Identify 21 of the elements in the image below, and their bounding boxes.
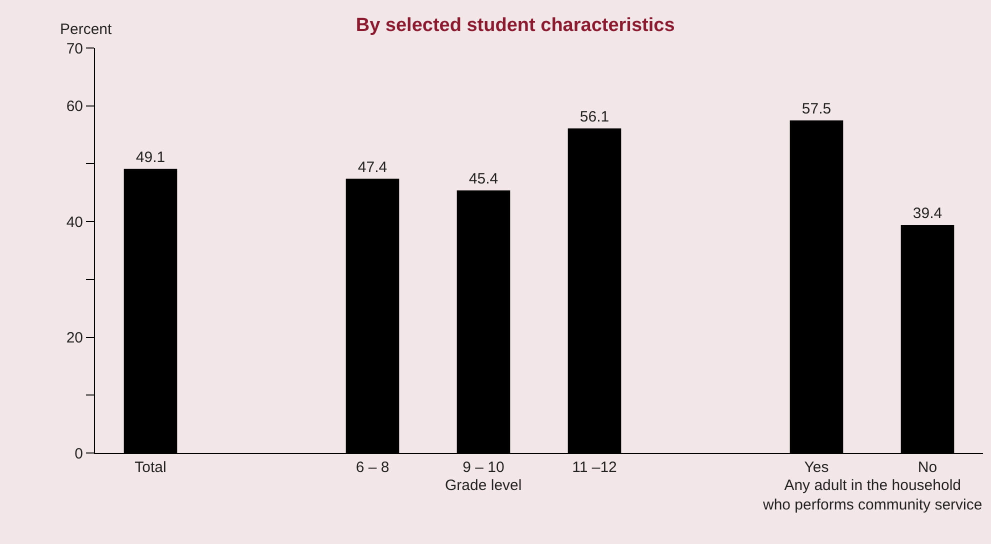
x-tick-label: 6 – 8 <box>356 459 390 476</box>
data-label: 57.5 <box>802 100 832 118</box>
y-axis-title: Percent <box>60 21 113 38</box>
chart-title: By selected student characteristics <box>356 15 675 36</box>
x-tick-label: Total <box>134 459 166 476</box>
text: Any adult in the household who performs community service <box>762 477 982 514</box>
y-tick-label: 70 <box>66 40 83 58</box>
data-label: 56.1 <box>580 108 610 126</box>
data-label: 39.4 <box>912 205 942 222</box>
x-tick-label: No <box>918 459 938 476</box>
data-label: 45.4 <box>468 170 498 188</box>
y-tick-label: 40 <box>66 214 83 231</box>
x-tick-label: 9 – 10 <box>462 459 504 476</box>
y-tick-label: 60 <box>66 98 83 116</box>
data-label: 47.4 <box>358 158 388 176</box>
data-label: 49.1 <box>136 148 166 166</box>
x-tick-label: 11 –12 <box>572 459 617 476</box>
x-tick-label: Yes <box>804 459 829 476</box>
y-tick-label: 0 <box>74 445 83 462</box>
text: Grade level <box>445 477 522 494</box>
y-tick-label: 20 <box>66 330 83 347</box>
